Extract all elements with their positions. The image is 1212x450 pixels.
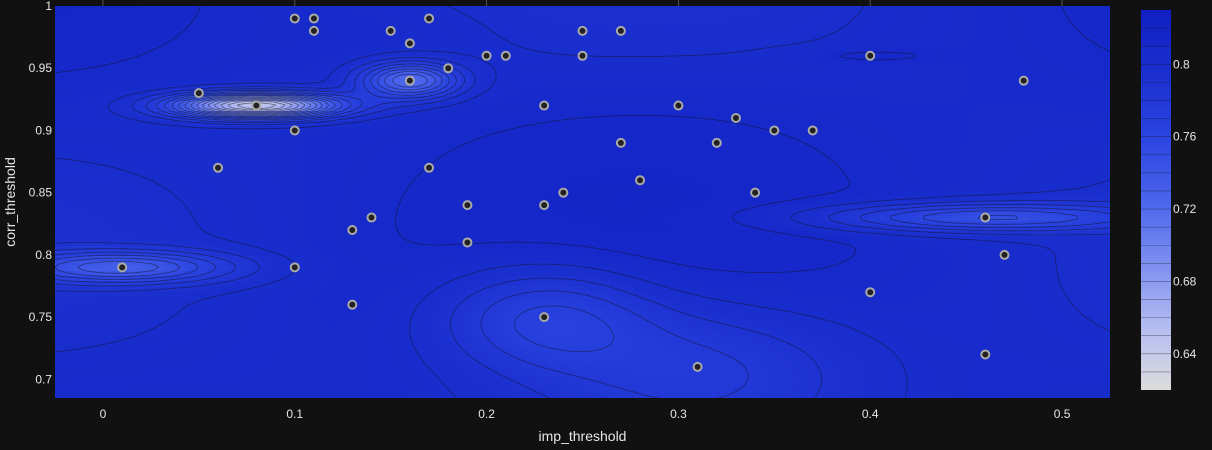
x-tick-label: 0.5 [1054, 407, 1071, 421]
data-point [769, 125, 780, 136]
x-axis-title: imp_threshold [539, 428, 627, 444]
colorbar-tick-label: 0.68 [1173, 274, 1197, 288]
contour-line [77, 71, 436, 274]
contour-line [184, 73, 429, 117]
data-point [347, 225, 358, 235]
data-point [865, 287, 876, 298]
contour-layer [55, 6, 1110, 398]
data-point [577, 25, 588, 36]
contour-line [55, 56, 1110, 398]
contour-line [207, 97, 306, 114]
data-point [193, 88, 204, 99]
data-point [117, 262, 128, 273]
data-point [443, 63, 454, 74]
y-tick-label: 0.85 [29, 186, 53, 200]
data-point [865, 50, 876, 61]
data-point [289, 262, 300, 273]
contour-line [55, 60, 1110, 398]
data-point [999, 249, 1010, 260]
data-point [750, 187, 761, 198]
contour-line [55, 63, 1110, 352]
data-point [558, 187, 569, 198]
colorbar-tick-label: 0.76 [1173, 130, 1197, 144]
data-point [711, 137, 722, 148]
data-point [1018, 75, 1029, 86]
x-tick-label: 0.1 [286, 407, 303, 421]
data-point [577, 50, 588, 61]
data-point [635, 175, 646, 186]
sample-points [117, 13, 1029, 372]
data-point [251, 100, 262, 111]
y-tick-label: 1 [45, 0, 52, 13]
data-point [692, 361, 703, 372]
data-point [980, 212, 991, 223]
colorbar: 0.64 0.68 0.72 0.76 0.8 [1141, 10, 1197, 390]
data-point [539, 312, 550, 323]
data-point [308, 13, 319, 24]
x-tick-label: 0.2 [478, 407, 495, 421]
colorbar-gradient [1141, 10, 1171, 390]
data-point [424, 13, 435, 24]
data-point [980, 349, 991, 360]
data-point [308, 25, 319, 36]
data-point [289, 13, 300, 24]
data-point [213, 162, 224, 173]
x-axis-ticks: 0 0.1 0.2 0.3 0.4 0.5 [100, 407, 1071, 421]
colorbar-tick-label: 0.72 [1173, 202, 1197, 216]
data-point [385, 25, 396, 36]
contour-line [55, 6, 1110, 398]
colorbar-tick-label: 0.64 [1173, 347, 1197, 361]
contour-line [55, 66, 1079, 280]
contour-line [196, 96, 318, 116]
data-point [500, 50, 511, 61]
x-tick-label: 0 [100, 407, 107, 421]
y-tick-label: 0.9 [35, 123, 52, 137]
data-point [424, 162, 435, 173]
contour-line [220, 99, 293, 112]
y-tick-label: 0.95 [29, 61, 53, 75]
data-point [615, 25, 626, 36]
x-tick-label: 0.3 [670, 407, 687, 421]
data-point [404, 38, 415, 49]
contour-line [201, 97, 312, 115]
data-point [462, 237, 473, 248]
data-point [673, 100, 684, 111]
x-tick-label: 0.4 [862, 407, 879, 421]
data-point [539, 100, 550, 111]
contour-line [55, 6, 1110, 273]
data-point [615, 137, 626, 148]
y-tick-label: 0.7 [35, 372, 52, 386]
data-point [807, 125, 818, 136]
colorbar-tick-label: 0.8 [1173, 57, 1190, 71]
y-axis-ticks: 0.7 0.75 0.8 0.85 0.9 0.95 1 [29, 0, 53, 386]
y-tick-label: 0.75 [29, 310, 53, 324]
data-point [347, 299, 358, 310]
data-point [539, 200, 550, 211]
contour-line [213, 98, 300, 113]
data-point [462, 200, 473, 211]
data-point [730, 113, 741, 123]
data-point [366, 212, 377, 223]
data-point [481, 50, 492, 61]
y-axis-title: corr_threshold [2, 157, 18, 247]
y-tick-label: 0.8 [35, 248, 52, 262]
data-point [404, 75, 415, 86]
data-point [289, 125, 300, 136]
